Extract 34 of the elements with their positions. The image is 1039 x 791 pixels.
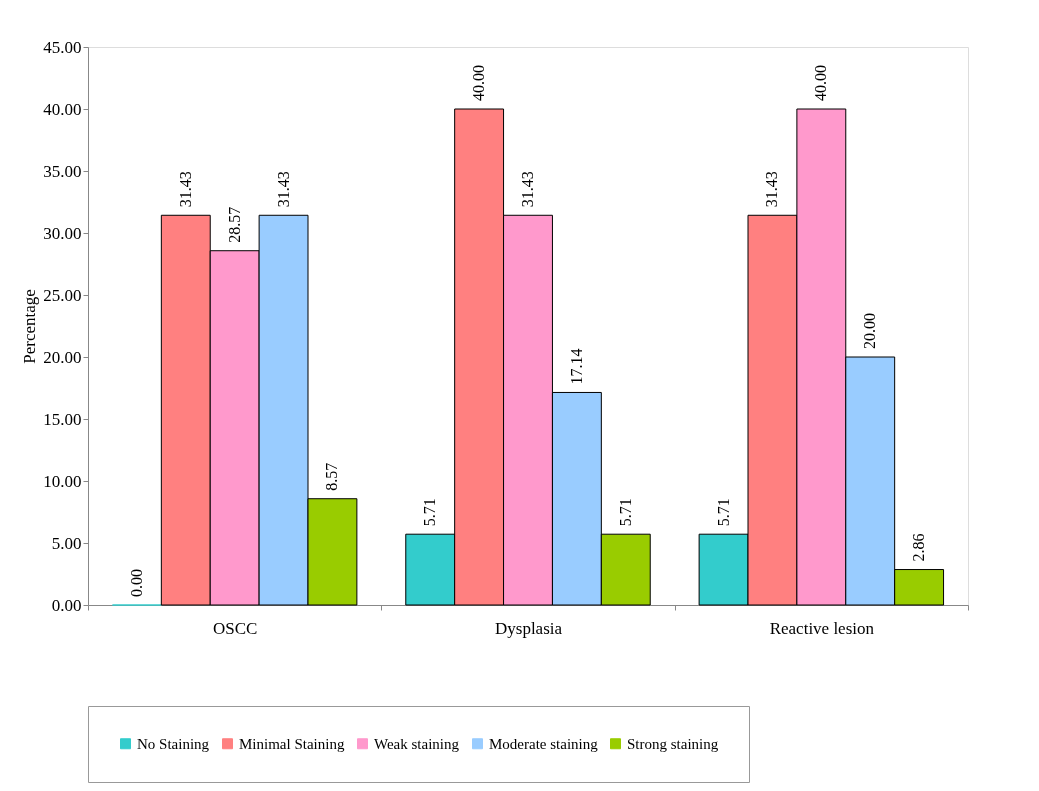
legend-label: No Staining: [137, 735, 210, 752]
data-label: 17.14: [567, 348, 585, 385]
data-label: 2.86: [910, 533, 928, 562]
data-label: 20.00: [861, 313, 879, 349]
x-tick-label: Reactive lesion: [769, 618, 875, 638]
data-label: 31.43: [176, 171, 194, 208]
data-label: 5.71: [616, 498, 634, 527]
data-label: 31.43: [519, 171, 536, 208]
y-tick-label: 5.00: [51, 533, 82, 553]
data-label: 31.43: [274, 171, 292, 208]
data-label: 0.00: [127, 569, 145, 597]
legend-label: Moderate staining: [489, 735, 599, 752]
data-label: 28.57: [225, 206, 243, 243]
y-tick-label: 15.00: [43, 409, 82, 429]
y-tick-label: 10.00: [43, 471, 82, 491]
y-tick-label: 30.00: [43, 223, 82, 243]
data-label: 31.43: [763, 171, 781, 208]
y-tick-label: 40.00: [43, 99, 82, 119]
x-tick-label: Dysplasia: [494, 618, 563, 638]
y-tick-label: 0.00: [51, 595, 82, 615]
data-label: 5.71: [421, 498, 439, 527]
y-tick-label: 45.00: [43, 37, 82, 57]
y-axis-title: Percentage: [20, 289, 40, 364]
y-tick-label: 20.00: [43, 347, 82, 367]
legend-label: Strong staining: [627, 735, 719, 752]
legend-label: Minimal Staining: [239, 735, 345, 752]
data-label: 8.57: [323, 462, 341, 491]
y-tick-label: 35.00: [43, 161, 82, 181]
data-label: 40.00: [470, 65, 488, 101]
y-tick-label: 25.00: [43, 285, 82, 305]
legend-label: Weak staining: [374, 735, 460, 752]
x-tick-label: OSCC: [212, 618, 258, 638]
data-label: 40.00: [812, 65, 830, 101]
data-label: 5.71: [714, 498, 732, 527]
